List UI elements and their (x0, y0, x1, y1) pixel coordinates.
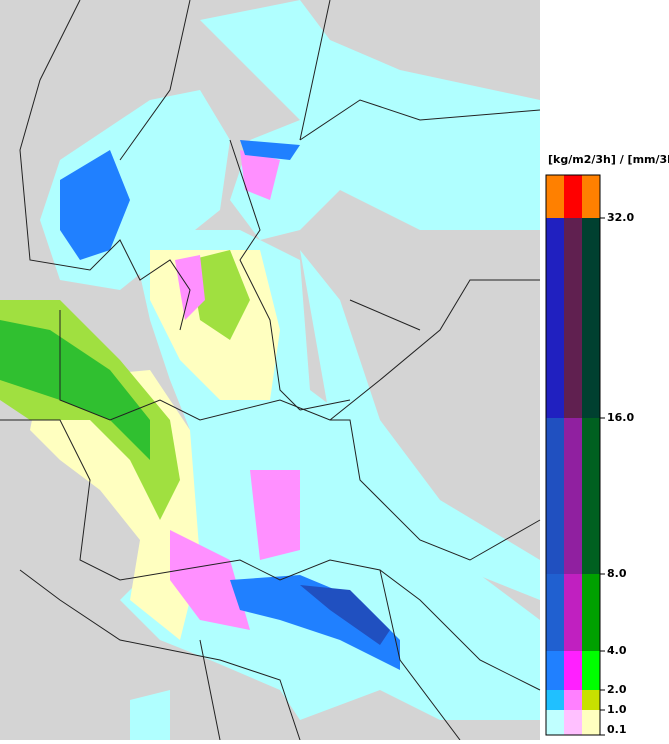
legend-swatch (564, 710, 582, 735)
legend-tick-label: 16.0 (607, 411, 634, 424)
legend-swatch (546, 651, 564, 690)
legend-swatch (546, 175, 564, 218)
legend-swatch (564, 574, 582, 651)
legend-tick-label: 0.1 (607, 723, 627, 736)
legend-swatch (564, 418, 582, 574)
legend-tick-label: 8.0 (607, 567, 627, 580)
legend-swatch (582, 574, 600, 651)
legend: [kg/m2/3h] / [mm/3h] 0.1 1.0 2.0 4.0 8.0 16.0… (545, 153, 669, 736)
legend-tick-label: 2.0 (607, 683, 627, 696)
legend-tick-label: 4.0 (607, 644, 627, 657)
legend-swatch (582, 651, 600, 690)
legend-frame (545, 174, 601, 736)
legend-tick-label: 1.0 (607, 703, 627, 716)
legend-swatch (564, 651, 582, 690)
legend-swatch (546, 574, 564, 651)
legend-swatch (564, 218, 582, 418)
legend-swatch (564, 175, 582, 218)
legend-swatch (546, 418, 564, 574)
legend-swatch (582, 690, 600, 710)
legend-swatch (582, 218, 600, 418)
legend-swatch (546, 710, 564, 735)
legend-swatch (582, 175, 600, 218)
legend-swatch (564, 690, 582, 710)
legend-swatch (582, 710, 600, 735)
legend-swatch (582, 418, 600, 574)
legend-swatch (546, 218, 564, 418)
legend-swatch (546, 690, 564, 710)
legend-tick-label: 32.0 (607, 211, 634, 224)
map (0, 0, 541, 741)
legend-title: [kg/m2/3h] / [mm/3h] (548, 153, 669, 166)
